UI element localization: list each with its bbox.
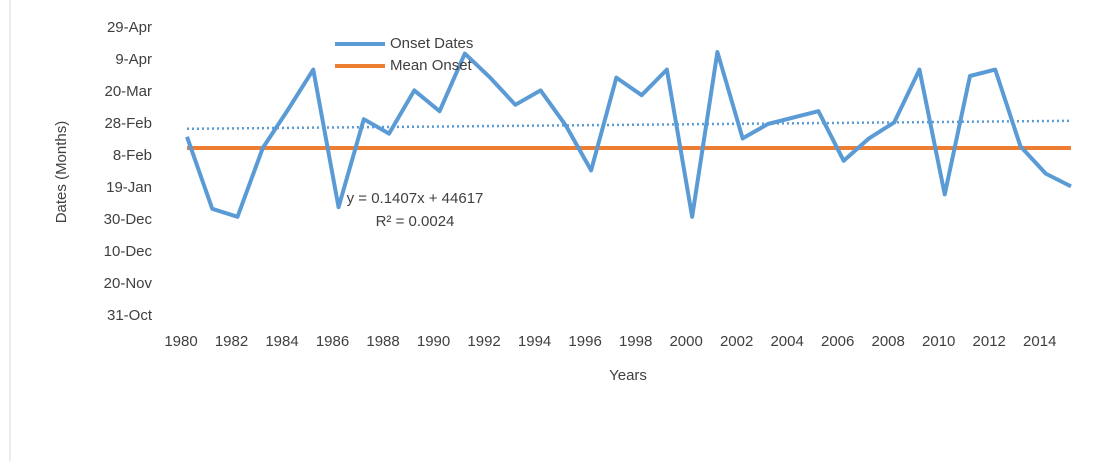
y-tick-label: 28-Feb (104, 115, 152, 132)
x-tick-label: 1982 (215, 333, 248, 350)
y-tick-label: 10-Dec (104, 243, 153, 260)
y-tick-label: 20-Nov (104, 275, 153, 292)
y-tick-label: 8-Feb (113, 147, 152, 164)
y-tick-label: 31-Oct (107, 307, 153, 324)
x-axis-title: Years (609, 367, 647, 384)
y-tick-label: 29-Apr (107, 19, 152, 36)
x-tick-label: 2010 (922, 333, 955, 350)
chart-frame (9, 0, 11, 461)
x-tick-label: 2014 (1023, 333, 1056, 350)
trend-equation: y = 0.1407x + 44617 (347, 190, 484, 207)
x-tick-label: 2002 (720, 333, 753, 350)
legend-label: Mean Onset (390, 57, 473, 74)
x-tick-label: 2012 (973, 333, 1006, 350)
x-tick-label: 2004 (770, 333, 803, 350)
trend-r-squared: R² = 0.0024 (376, 213, 455, 230)
y-tick-label: 9-Apr (115, 51, 152, 68)
x-tick-label: 2000 (669, 333, 702, 350)
y-axis-title: Dates (Months) (53, 121, 70, 224)
trendline (186, 119, 1072, 131)
x-tick-label: 1998 (619, 333, 652, 350)
x-tick-label: 1992 (467, 333, 500, 350)
series-line (185, 50, 1072, 219)
x-tick-label: 1990 (417, 333, 450, 350)
y-tick-label: 30-Dec (104, 211, 153, 228)
x-tick-label: 1986 (316, 333, 349, 350)
x-tick-label: 2006 (821, 333, 854, 350)
x-tick-label: 1988 (366, 333, 399, 350)
y-tick-label: 19-Jan (106, 179, 152, 196)
legend-label: Onset Dates (390, 35, 473, 52)
x-tick-label: 1994 (518, 333, 551, 350)
x-tick-label: 1996 (568, 333, 601, 350)
x-tick-label: 2008 (872, 333, 905, 350)
x-tick-label: 1980 (164, 333, 197, 350)
x-tick-label: 1984 (265, 333, 298, 350)
y-tick-label: 20-Mar (104, 83, 152, 100)
